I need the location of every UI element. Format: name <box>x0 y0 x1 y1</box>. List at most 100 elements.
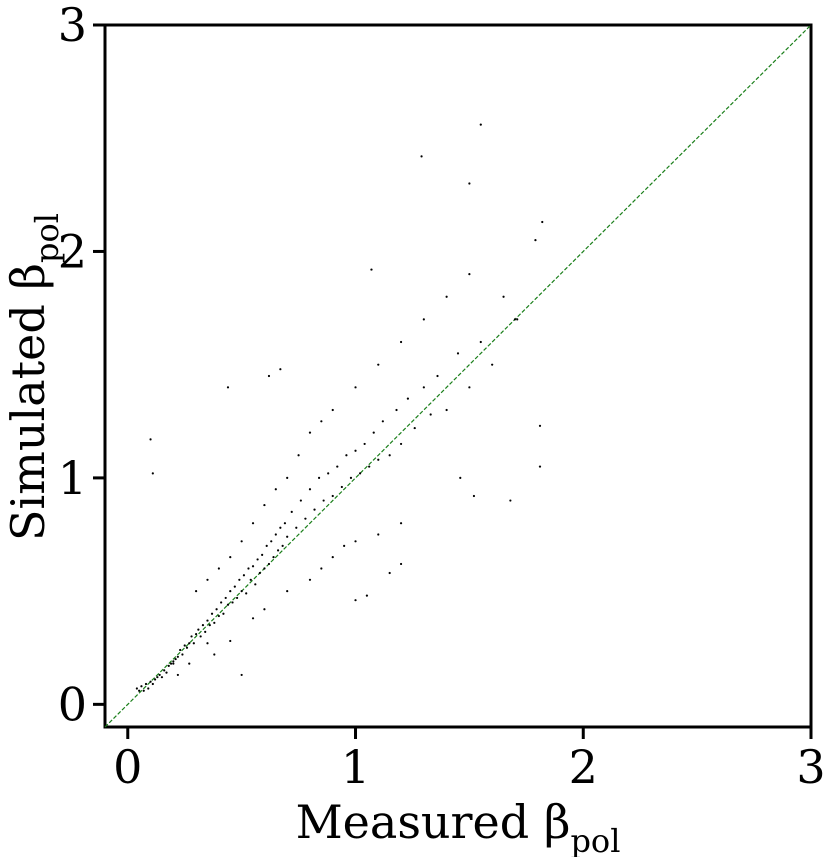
data-point <box>147 687 150 690</box>
data-point <box>459 476 462 480</box>
data-point <box>283 522 287 525</box>
data-point <box>240 673 243 677</box>
data-point <box>163 669 166 672</box>
data-point <box>149 438 152 441</box>
data-point <box>377 458 380 461</box>
data-point <box>267 562 271 566</box>
data-point <box>320 420 323 423</box>
data-point <box>251 565 255 568</box>
data-point <box>245 592 248 595</box>
data-point <box>381 420 384 423</box>
data-point <box>336 465 339 468</box>
data-point <box>331 556 334 559</box>
data-point <box>263 567 266 570</box>
data-point <box>299 499 302 502</box>
data-point <box>516 318 519 321</box>
data-point <box>422 318 425 321</box>
data-point <box>279 526 282 529</box>
data-point <box>281 544 284 547</box>
data-point <box>231 601 234 604</box>
data-point <box>242 574 246 577</box>
data-point <box>358 472 362 475</box>
data-point <box>229 590 232 593</box>
data-point <box>420 155 423 158</box>
data-point <box>247 567 250 570</box>
data-point <box>224 596 227 600</box>
data-point <box>399 442 403 446</box>
data-point <box>290 510 293 513</box>
x-tick-label: 0 <box>113 740 142 794</box>
data-point <box>151 682 154 686</box>
data-point <box>354 599 357 602</box>
data-point <box>274 488 277 491</box>
data-point <box>135 687 138 690</box>
data-point <box>365 594 369 597</box>
reference-line <box>104 24 812 728</box>
data-point <box>340 485 343 489</box>
data-point <box>363 442 366 446</box>
data-point <box>265 544 268 547</box>
data-point <box>343 544 346 547</box>
data-point <box>354 449 357 452</box>
data-points <box>135 123 544 692</box>
data-point <box>213 621 216 624</box>
data-point <box>445 295 448 298</box>
data-point <box>206 578 209 581</box>
data-point <box>192 642 195 645</box>
data-point <box>399 340 403 344</box>
data-point <box>370 268 373 271</box>
data-point <box>138 689 141 692</box>
data-point <box>331 408 334 412</box>
data-point <box>169 662 173 665</box>
data-point <box>263 608 266 611</box>
data-point <box>388 454 391 457</box>
data-point <box>263 503 266 507</box>
data-point <box>151 472 154 475</box>
data-point <box>513 318 517 321</box>
data-point <box>509 499 512 502</box>
data-point <box>204 630 207 633</box>
data-point <box>377 363 380 366</box>
data-point <box>276 549 280 552</box>
data-point <box>208 623 211 627</box>
data-point <box>274 533 277 536</box>
data-point <box>308 431 312 434</box>
data-point <box>468 182 471 185</box>
data-point <box>238 578 241 581</box>
data-point <box>256 558 259 561</box>
data-point <box>213 653 216 656</box>
data-point <box>194 633 198 636</box>
y-tick-label: 1 <box>58 451 87 505</box>
y-tick-label: 2 <box>58 224 87 278</box>
data-point <box>220 601 223 604</box>
data-point <box>279 368 282 371</box>
x-tick-label: 3 <box>796 740 825 794</box>
data-point <box>154 678 157 681</box>
data-point <box>174 657 177 661</box>
data-point <box>479 340 482 344</box>
data-point <box>233 585 236 588</box>
data-point <box>399 562 403 566</box>
data-point <box>317 476 321 480</box>
data-point <box>217 614 220 618</box>
y-axis-label: Simulated βpol <box>1 213 66 541</box>
data-point <box>322 499 325 502</box>
data-point <box>183 644 186 647</box>
data-point <box>372 431 375 434</box>
data-point <box>534 239 537 242</box>
data-point <box>156 676 159 679</box>
data-point <box>188 662 191 665</box>
data-point <box>297 454 300 457</box>
data-point <box>251 522 255 525</box>
data-point <box>286 535 289 538</box>
data-point <box>304 517 307 520</box>
data-point <box>181 653 184 656</box>
data-point <box>286 476 289 480</box>
data-point <box>144 682 148 686</box>
x-tick-label: 1 <box>341 740 370 794</box>
data-point <box>165 671 168 674</box>
y-tick-label: 0 <box>58 677 87 731</box>
x-axis-ticks: 0 1 2 3 <box>113 727 826 794</box>
data-point <box>541 220 544 224</box>
data-point <box>172 662 175 665</box>
